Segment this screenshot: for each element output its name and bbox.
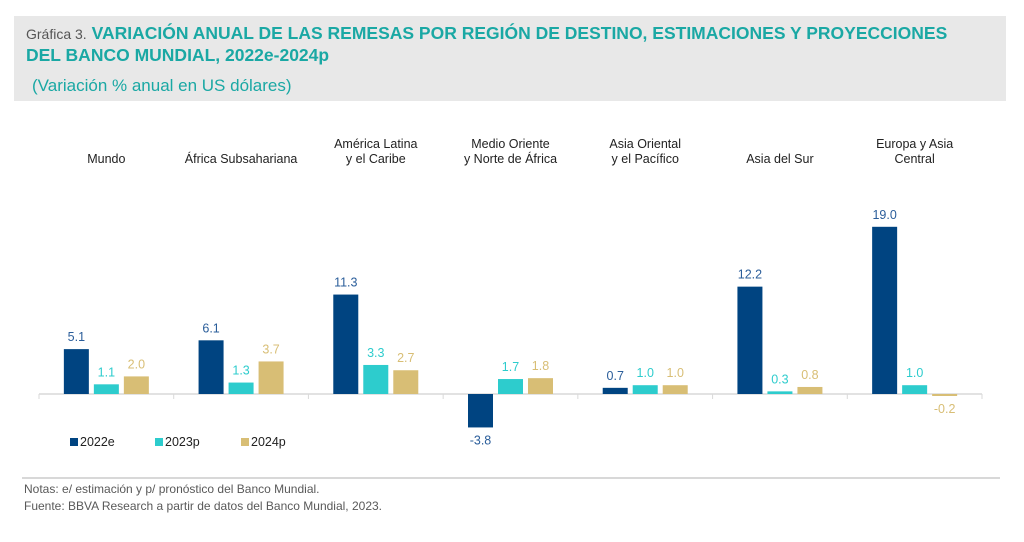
bar-2024p — [258, 361, 284, 394]
footer-notes: Notas: e/ estimación y p/ pronóstico del… — [24, 482, 320, 496]
data-label: 5.1 — [68, 330, 85, 344]
data-label: -0.2 — [934, 402, 956, 416]
bar-2023p — [632, 385, 658, 394]
legend-swatch-2022e — [70, 438, 78, 446]
legend-swatch-2023p — [155, 438, 163, 446]
data-label: 3.7 — [262, 342, 279, 356]
category-label: Mundo — [87, 152, 125, 166]
footer-divider — [22, 477, 1000, 479]
data-label: -3.8 — [470, 433, 492, 447]
data-label: 3.3 — [367, 346, 384, 360]
data-label: 2.0 — [128, 357, 145, 371]
category-label: Central — [894, 152, 934, 166]
category-label: y el Pacífico — [612, 152, 679, 166]
data-label: 1.7 — [502, 360, 519, 374]
bar-2022e — [198, 340, 224, 394]
bar-2023p — [498, 379, 523, 394]
data-label: 1.8 — [532, 359, 549, 373]
chart-title-text: VARIACIÓN ANUAL DE LAS REMESAS POR REGIÓ… — [26, 23, 948, 65]
bar-2022e — [602, 387, 628, 394]
footer-source: Fuente: BBVA Research a partir de datos … — [24, 499, 382, 513]
bar-2022e — [872, 226, 898, 394]
bar-2024p — [123, 376, 149, 394]
data-label: 1.0 — [667, 366, 684, 380]
data-label: 12.2 — [738, 268, 762, 282]
bar-2024p — [528, 378, 553, 394]
legend-label: 2024p — [251, 435, 286, 449]
data-label: 1.1 — [98, 365, 115, 379]
data-label: 11.3 — [334, 276, 357, 290]
bar-2024p — [932, 394, 958, 396]
bar-2022e — [333, 294, 359, 394]
bar-2023p — [228, 382, 254, 394]
data-label: 1.0 — [906, 366, 923, 380]
legend-label: 2022e — [80, 435, 115, 449]
chart-header: Gráfica 3. VARIACIÓN ANUAL DE LAS REMESA… — [14, 16, 1006, 101]
bar-2023p — [363, 364, 389, 394]
data-label: 19.0 — [872, 208, 896, 222]
bar-2022e — [63, 349, 89, 394]
legend-swatch-2024p — [241, 438, 249, 446]
bar-2023p — [902, 385, 928, 394]
category-label: Medio Oriente — [471, 137, 550, 151]
data-label: 0.8 — [801, 368, 818, 382]
legend-label: 2023p — [165, 435, 200, 449]
category-label: Asia Oriental — [609, 137, 681, 151]
bar-2022e — [468, 394, 493, 428]
category-label: y el Caribe — [346, 152, 406, 166]
data-label: 1.0 — [637, 366, 654, 380]
category-label: África Subsahariana — [185, 151, 298, 166]
data-label: 0.3 — [771, 372, 788, 386]
chart-subtitle: (Variación % anual en US dólares) — [32, 76, 292, 95]
bar-2024p — [393, 370, 419, 394]
data-label: 6.1 — [202, 321, 219, 335]
chart-number: Gráfica 3. — [26, 26, 87, 42]
bar-2022e — [737, 286, 763, 394]
category-label: América Latina — [334, 137, 417, 151]
category-label: y Norte de África — [464, 151, 557, 166]
bar-2023p — [93, 384, 119, 394]
data-label: 1.3 — [232, 364, 249, 378]
data-label: 2.7 — [397, 351, 414, 365]
bar-2024p — [797, 386, 823, 394]
chart-title: Gráfica 3. VARIACIÓN ANUAL DE LAS REMESA… — [26, 23, 986, 66]
bar-2024p — [662, 385, 688, 394]
bar-2023p — [767, 391, 793, 394]
data-label: 0.7 — [607, 369, 624, 383]
category-label: Europa y Asia — [876, 137, 953, 151]
category-label: Asia del Sur — [746, 152, 813, 166]
